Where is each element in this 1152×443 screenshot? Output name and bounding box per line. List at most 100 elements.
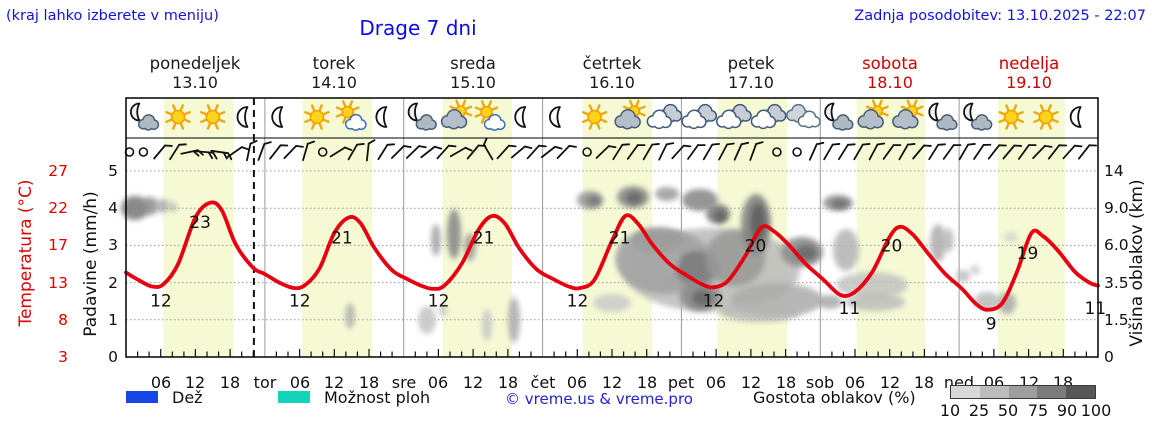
- x-axis-hour-label: 18: [358, 373, 380, 392]
- wind-barb-icon: [987, 144, 1007, 160]
- copyright-link[interactable]: © vreme.us & vreme.pro: [505, 390, 693, 408]
- day-header-date: 15.10: [450, 73, 496, 92]
- moon-icon: [514, 106, 527, 128]
- wind-barb-icon: [436, 144, 457, 160]
- x-axis-hour-label: 12: [879, 373, 901, 392]
- temperature-curve: [124, 200, 1100, 312]
- x-axis-hour-label: 06: [705, 373, 727, 392]
- wind-barbs-row: [124, 137, 1098, 162]
- x-axis-day-label: pet: [667, 373, 695, 392]
- temp-min-label: 11: [1084, 299, 1106, 319]
- precip-axis-tick: 2: [108, 274, 118, 292]
- density-stop-label: 50: [997, 401, 1019, 420]
- wind-barb-icon: [1047, 144, 1067, 160]
- cloud-icon: [440, 109, 468, 130]
- cloud-icon: [614, 109, 641, 130]
- wind-barb-icon: [496, 144, 517, 160]
- day-header-name: petek: [727, 54, 775, 73]
- temp-peak-label: 21: [331, 229, 353, 249]
- plot-frame: [125, 97, 1099, 358]
- day-header-name: torek: [312, 54, 356, 73]
- wind-barb-icon: [912, 144, 932, 160]
- cloud-icon: [681, 109, 707, 130]
- daylight-band: [998, 98, 1065, 357]
- wind-barb-icon: [1062, 144, 1083, 160]
- cloud-icon: [797, 110, 821, 129]
- cloud-height-axis-tick: 3.5: [1104, 274, 1129, 292]
- sun-icon: [165, 104, 191, 130]
- day-header-name: ponedeljek: [149, 54, 241, 73]
- x-axis-day-label: sre: [391, 373, 417, 392]
- temp-axis-tick: 8: [58, 311, 68, 329]
- wind-barb-icon: [853, 143, 871, 161]
- x-axis-hour-label: 18: [913, 373, 935, 392]
- moon-icon: [928, 102, 939, 122]
- wind-barb-icon: [1002, 144, 1023, 160]
- wind-barb-icon: [169, 143, 187, 161]
- moon-icon: [130, 102, 141, 122]
- temp-peak-label: 21: [609, 229, 631, 249]
- x-axis-hour-label: 06: [844, 373, 866, 392]
- density-bar-segment: [979, 386, 1009, 398]
- wind-barb-icon: [510, 145, 533, 159]
- moon-icon: [271, 106, 284, 128]
- x-axis-hour-label: 06: [150, 373, 172, 392]
- rain-legend-label: Dež: [172, 388, 203, 407]
- wind-barb-icon: [973, 143, 992, 160]
- wind-barb-icon: [595, 145, 617, 159]
- daylight-band: [163, 98, 234, 357]
- sun-icon: [199, 104, 226, 130]
- x-axis-day-label: čet: [530, 373, 556, 392]
- temp-min-label: 9: [986, 315, 997, 335]
- temp-axis-tick: 17: [48, 236, 68, 254]
- moon-icon: [236, 106, 249, 128]
- page-title: Drage 7 dni: [359, 16, 477, 40]
- cloud-height-axis-tick: 6.0: [1104, 236, 1129, 254]
- day-header-name: nedelja: [998, 54, 1060, 73]
- cloud-icon: [137, 114, 160, 131]
- calm-wind-icon: [792, 147, 802, 157]
- x-axis-hour-label: 18: [497, 373, 519, 392]
- sun-icon: [581, 104, 608, 130]
- wind-barb-icon: [226, 146, 250, 158]
- wind-barb-icon: [246, 140, 258, 162]
- cloud-height-axis-tick: 0: [1104, 348, 1114, 366]
- wind-barb-icon: [898, 143, 916, 161]
- temp-min-label: 12: [289, 291, 311, 311]
- moon-icon: [407, 102, 418, 122]
- wind-barb-icon: [942, 144, 962, 160]
- wind-barb-icon: [153, 144, 173, 160]
- precip-axis-tick: 3: [108, 236, 118, 254]
- cloud-density-gradient-bar: [950, 385, 1096, 399]
- menu-hint-note: (kraj lahko izberete v meniju): [6, 8, 219, 24]
- x-axis-hour-label: 06: [427, 373, 449, 392]
- temp-min-label: 12: [150, 291, 172, 311]
- wind-barb-icon: [868, 142, 886, 161]
- temp-min-label: 12: [428, 291, 450, 311]
- cloud-density-blobs: [121, 186, 1018, 343]
- wind-barb-icon: [347, 143, 365, 161]
- density-stop-label: 100: [1080, 401, 1112, 420]
- cloud-icon: [832, 114, 854, 131]
- temp-min-label: 12: [703, 291, 725, 311]
- temp-axis-tick: 13: [48, 274, 68, 292]
- density-stop-label: 10: [939, 401, 961, 420]
- day-header-name: sobota: [862, 54, 918, 73]
- wind-barb-icon: [837, 143, 856, 161]
- daylight-band: [856, 98, 926, 357]
- density-stop-label: 75: [1027, 401, 1049, 420]
- day-header-date: 16.10: [589, 73, 635, 92]
- density-bar-segment: [951, 386, 980, 398]
- temp-min-label: 12: [567, 291, 589, 311]
- wind-barb-icon: [626, 144, 646, 160]
- x-axis-hour-label: 12: [740, 373, 762, 392]
- showers-legend-label: Možnost ploh: [324, 388, 431, 407]
- wind-barb-icon: [928, 143, 946, 161]
- wind-barb-icon: [749, 141, 764, 161]
- wind-barb-icon: [808, 141, 825, 161]
- last-update-label: Zadnja posodobitev: 13.10.2025 - 22:07: [854, 8, 1146, 24]
- wind-barb-icon: [390, 145, 412, 159]
- x-axis-hour-label: 12: [184, 373, 206, 392]
- wind-barb-icon: [658, 142, 675, 161]
